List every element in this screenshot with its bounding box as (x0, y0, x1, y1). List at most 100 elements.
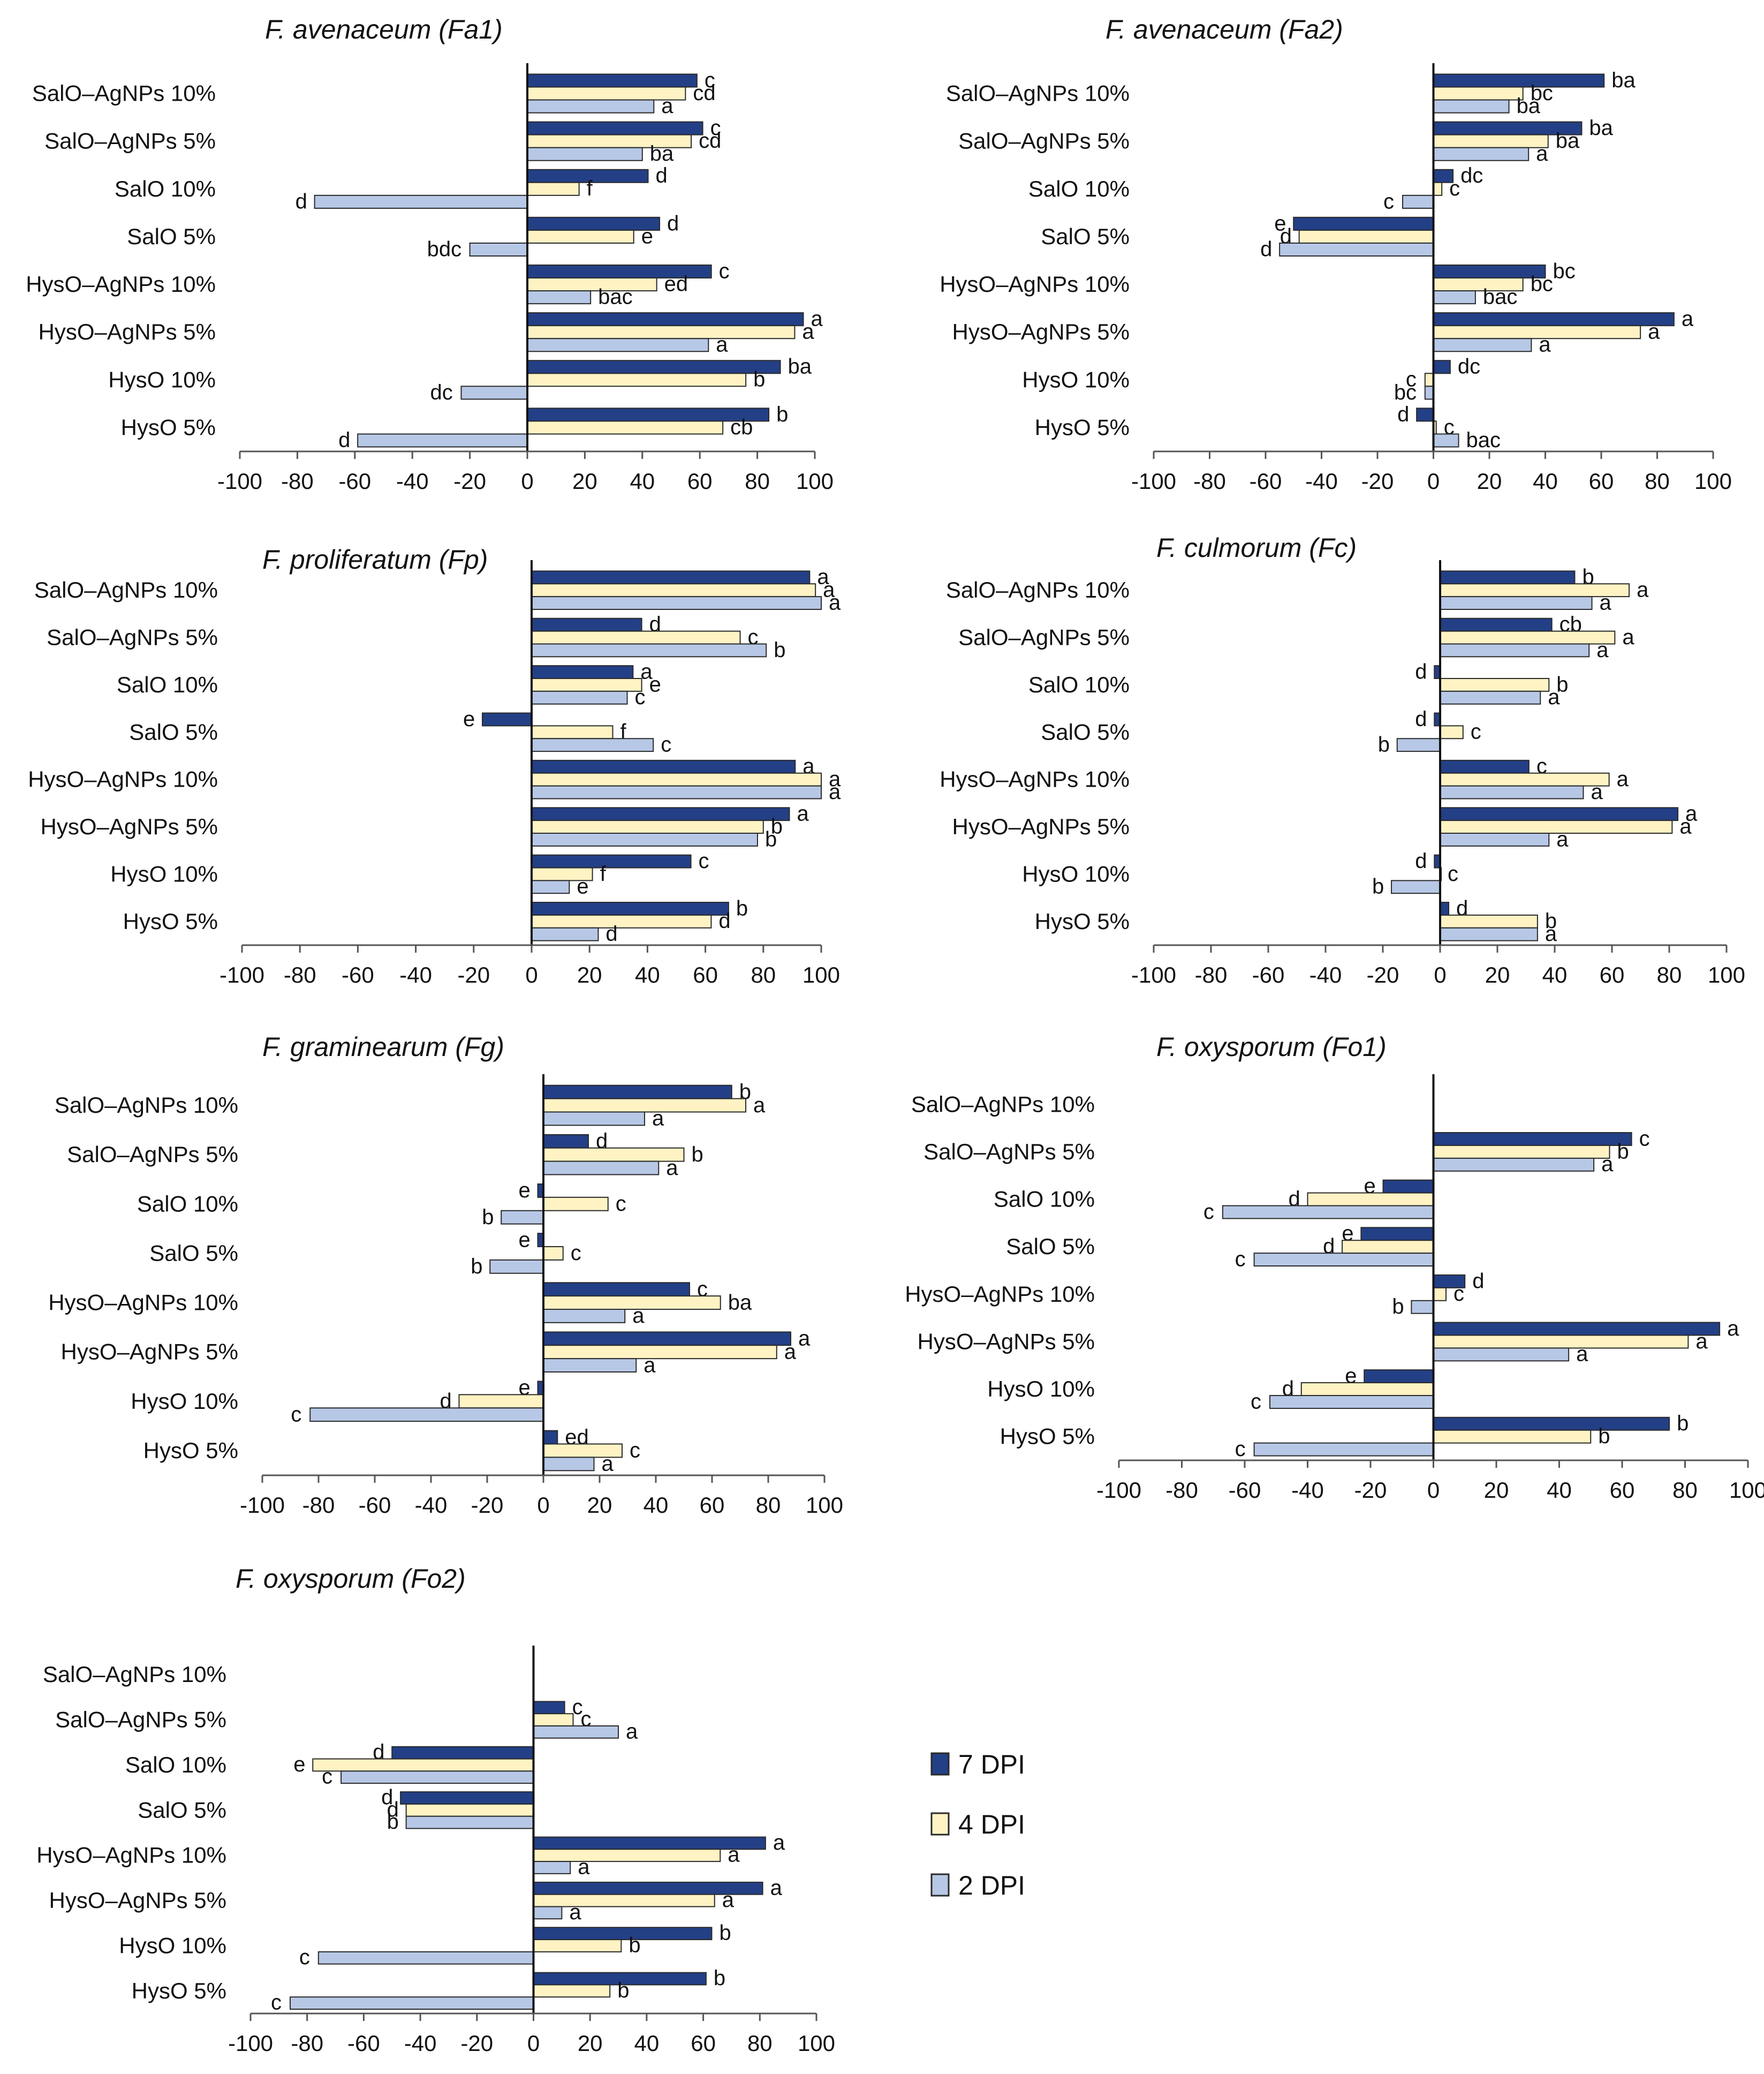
p7-sig-label: a (722, 1888, 735, 1912)
p6-category-label: HysO 10% (987, 1376, 1095, 1401)
p3-bar-7dpi-2 (531, 617, 642, 632)
p4-tick-label: 60 (1600, 962, 1625, 987)
p6-category-label: SalO 5% (1006, 1234, 1095, 1259)
p1-bar-7dpi-6 (527, 312, 804, 327)
p2-bar-4dpi-7 (1424, 373, 1434, 387)
p5-sig-label: a (798, 1327, 811, 1351)
p7-tick-label: 20 (578, 2031, 603, 2056)
p4-tick-label: 40 (1542, 962, 1568, 987)
p6-bar-2dpi-8 (1253, 1442, 1434, 1457)
p5-bar-4dpi-2 (543, 1147, 685, 1162)
p3-bar-2dpi-6 (531, 832, 758, 847)
p4-category-label: SalO 10% (1028, 672, 1130, 697)
p3-sig-label: c (699, 849, 709, 873)
p1-sig-label: a (802, 320, 814, 344)
p3-category-label: SalO–AgNPs 10% (34, 577, 218, 602)
p2-sig-label: ba (1611, 69, 1636, 92)
p2-bar-2dpi-2 (1433, 147, 1530, 161)
p7-sig-label: a (626, 1719, 638, 1743)
p7-bar-7dpi-3 (391, 1746, 534, 1760)
p2-sig-label: ba (1556, 129, 1580, 153)
p5-bar-2dpi-5 (543, 1308, 626, 1323)
p3-bar-4dpi-5 (531, 772, 822, 787)
p4-sig-label: a (1545, 922, 1557, 946)
p6-category-label: HysO–AgNPs 10% (905, 1281, 1095, 1307)
p5-sig-label: a (666, 1156, 678, 1180)
p7-sig-label: b (714, 1966, 725, 1990)
p1-tick-label: 20 (572, 469, 597, 494)
p6-title: F. oxysporum (Fo1) (1156, 1032, 1387, 1062)
p3-tick-label: 20 (577, 962, 602, 987)
p3-sig-label: e (463, 707, 475, 731)
p4-bar-4dpi-8 (1440, 914, 1538, 929)
p1-sig-label: dc (430, 381, 452, 404)
p2-bar-4dpi-6 (1433, 325, 1641, 340)
p5-sig-label: d (440, 1390, 452, 1413)
p5-tick-label: 80 (756, 1492, 781, 1518)
p1-bar-2dpi-2 (527, 147, 643, 161)
p3-sig-label: a (823, 578, 835, 602)
p2-bar-2dpi-1 (1433, 99, 1510, 114)
p1-tick-label: 0 (521, 469, 533, 494)
p6-sig-label: c (1235, 1247, 1246, 1271)
p3-sig-label: d (649, 613, 661, 636)
p3-tick-label: 100 (802, 962, 840, 987)
p4-sig-label: b (1545, 909, 1557, 933)
p1-category-label: SalO 5% (127, 224, 216, 249)
p7-sig-label: c (271, 1991, 282, 2015)
p7-category-label: SalO 5% (138, 1797, 226, 1822)
p7-bar-7dpi-7 (533, 1927, 713, 1941)
p2-sig-label: dc (1460, 164, 1483, 187)
p3-sig-label: f (600, 862, 607, 886)
p4-bar-7dpi-2 (1440, 617, 1553, 632)
p7-tick-label: 100 (798, 2031, 835, 2056)
p3-sig-label: c (635, 685, 646, 709)
p7-tick-label: 0 (527, 2031, 540, 2056)
p5-category-label: SalO–AgNPs 10% (55, 1092, 238, 1118)
p6-bar-4dpi-3 (1307, 1192, 1434, 1206)
p1-sig-label: b (753, 368, 765, 391)
p3-bar-4dpi-6 (531, 820, 764, 834)
p1-bar-7dpi-8 (527, 408, 770, 422)
p6-sig-label: d (1323, 1235, 1335, 1258)
p2-category-label: HysO–AgNPs 5% (952, 319, 1130, 344)
p3-sig-label: a (802, 755, 815, 778)
p5-bar-4dpi-3 (543, 1196, 609, 1211)
p6-sig-label: c (1235, 1437, 1246, 1461)
p3-bar-2dpi-4 (531, 738, 654, 752)
p2-tick-label: 100 (1694, 469, 1732, 494)
p3-sig-label: a (829, 780, 841, 804)
p2-bar-2dpi-5 (1433, 290, 1476, 305)
p6-sig-label: d (1472, 1269, 1484, 1293)
p2-tick-label: 20 (1477, 469, 1502, 494)
p2-bar-4dpi-1 (1433, 86, 1524, 101)
p1-sig-label: a (811, 307, 823, 331)
p5-sig-label: c (616, 1192, 626, 1216)
legend-label-2dpi: 2 DPI (958, 1871, 1025, 1900)
p7-sig-label: b (617, 1979, 629, 2002)
p2-bar-7dpi-3 (1433, 169, 1454, 183)
p6-tick-label: -20 (1354, 1477, 1387, 1503)
p5-bar-2dpi-3 (501, 1210, 544, 1225)
p7-tick-label: -100 (228, 2031, 273, 2056)
p1-sig-label: c (710, 116, 721, 140)
p4-sig-label: b (1556, 673, 1568, 696)
p5-bar-7dpi-2 (543, 1134, 589, 1149)
p6-sig-label: b (1617, 1140, 1629, 1163)
p5-bar-7dpi-8 (543, 1430, 558, 1445)
p7-bar-4dpi-2 (533, 1713, 574, 1726)
p2-tick-label: -60 (1250, 469, 1282, 494)
p3-bar-2dpi-1 (531, 596, 822, 610)
p4-category-label: HysO 10% (1022, 861, 1130, 886)
p4-sig-label: a (1617, 767, 1629, 791)
p5-category-label: HysO 10% (131, 1389, 238, 1414)
p2-sig-label: ba (1517, 94, 1541, 118)
p5-bar-2dpi-1 (543, 1111, 645, 1126)
p7-sig-label: a (770, 1876, 783, 1899)
p2-tick-label: 60 (1589, 469, 1614, 494)
p2-sig-label: bc (1553, 259, 1576, 283)
p1-tick-label: -40 (396, 469, 429, 494)
p2-bar-4dpi-2 (1433, 134, 1549, 148)
p4-tick-label: -60 (1252, 962, 1285, 987)
